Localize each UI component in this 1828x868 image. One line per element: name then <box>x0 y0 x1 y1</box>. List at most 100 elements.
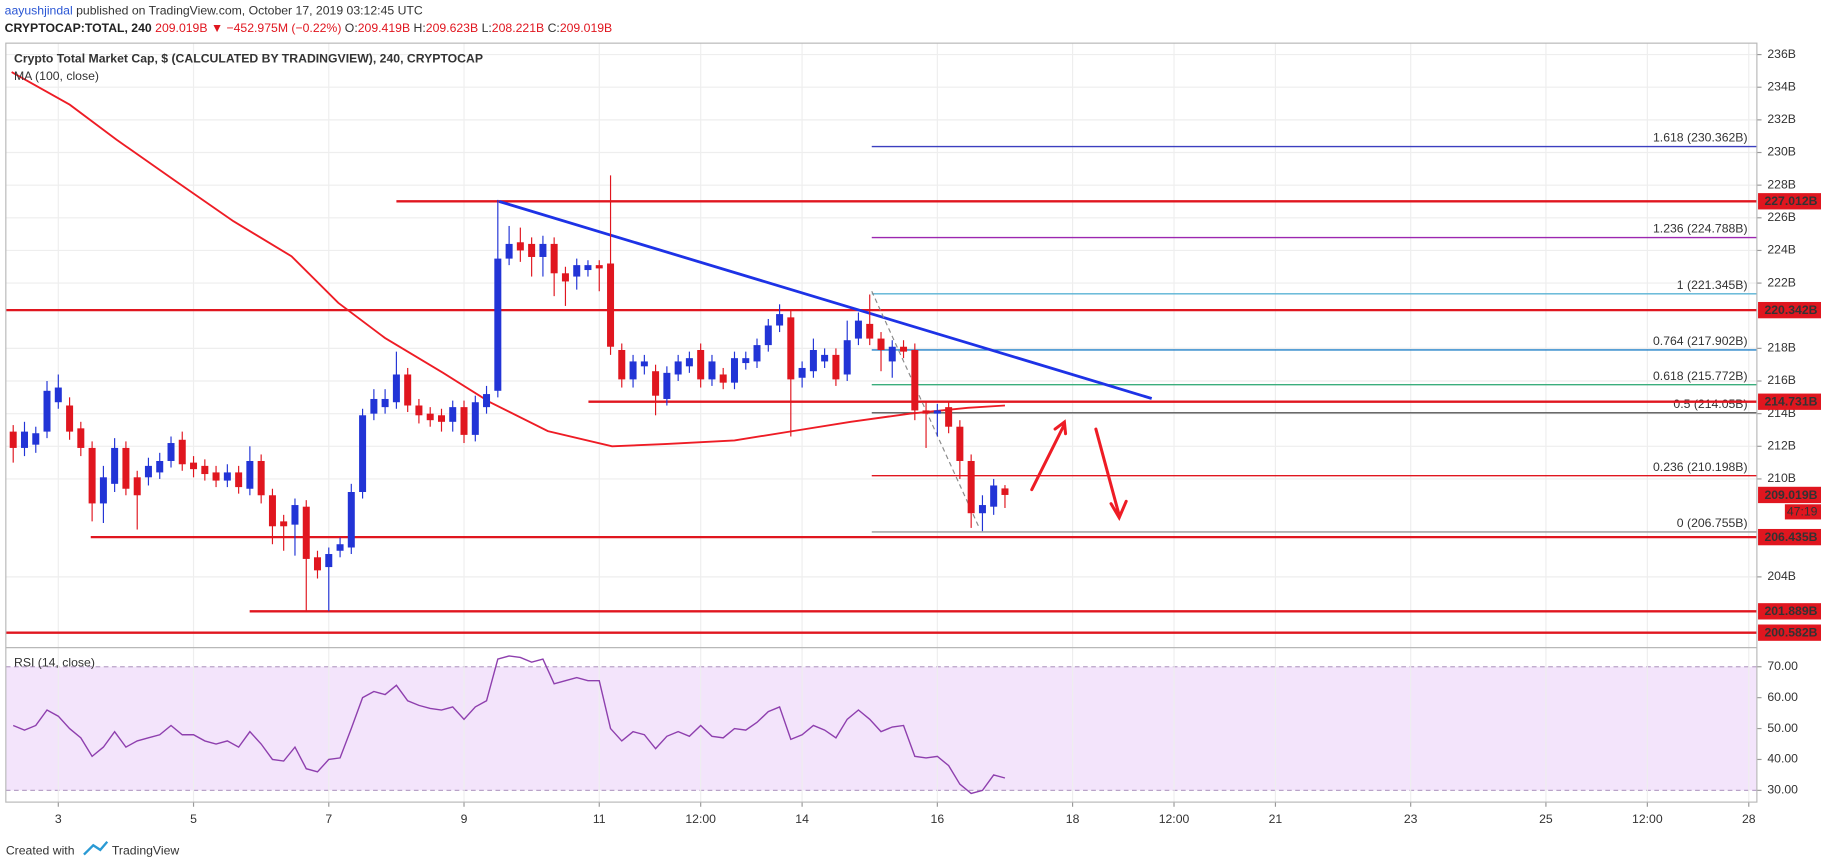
x-tick-label: 14 <box>795 812 809 826</box>
countdown-label: 47:19 <box>1787 505 1818 519</box>
x-tick-label: 12:00 <box>685 812 716 826</box>
footer-created: Created with <box>6 843 75 857</box>
y-tick-label: 218B <box>1767 341 1796 355</box>
candle-body <box>359 415 367 492</box>
ohlc-key: C: <box>548 21 560 35</box>
fib-label: 0.236 (210.198B) <box>1653 460 1748 474</box>
symbol: CRYPTOCAP:TOTAL, 240 <box>5 21 152 35</box>
x-tick-label: 16 <box>931 812 945 826</box>
level-label: 200.582B <box>1764 625 1817 639</box>
candle-body <box>370 398 378 414</box>
arrow-down <box>1094 427 1128 522</box>
candle-body <box>652 371 660 396</box>
ohlc-key: L: <box>482 21 492 35</box>
level-label-box <box>1758 528 1822 546</box>
ohlc-value: 209.623B <box>426 21 478 35</box>
candle-body <box>167 443 175 461</box>
ohlc-key: O: <box>345 21 358 35</box>
candle-body <box>539 243 547 257</box>
level-label-box <box>1758 393 1822 410</box>
candle-body <box>573 265 581 277</box>
candle-body <box>122 447 130 489</box>
fib-label: 0.5 (214.05B) <box>1673 397 1747 411</box>
candle-body <box>201 465 209 475</box>
candle-body <box>922 410 930 414</box>
x-tick-label: 11 <box>593 812 606 826</box>
candle-body <box>900 346 908 352</box>
y-tick-label: 40.00 <box>1767 752 1798 766</box>
candle-body <box>730 358 738 383</box>
candle-body <box>708 361 716 380</box>
candle-body <box>460 407 468 435</box>
candle-body <box>832 354 840 380</box>
candle-body <box>88 447 96 504</box>
y-tick-label: 210B <box>1767 471 1796 485</box>
candle-body <box>967 460 975 514</box>
fib-label: 0.618 (215.772B) <box>1653 369 1748 383</box>
candle-body <box>505 243 513 259</box>
y-tick-label: 224B <box>1767 243 1796 257</box>
footer-brand[interactable]: TradingView <box>112 843 179 857</box>
candle-body <box>325 554 333 568</box>
candle-body <box>854 320 862 339</box>
candle-body <box>437 415 445 422</box>
fib-label: 0.764 (217.902B) <box>1653 334 1748 348</box>
ohlc-value: 208.221B <box>492 21 544 35</box>
y-tick-label: 230B <box>1767 145 1796 159</box>
y-tick-label: 232B <box>1767 112 1796 126</box>
level-label-box <box>1758 624 1822 641</box>
rsi-band <box>5 666 1757 791</box>
level-label: 201.889B <box>1764 604 1817 618</box>
plot: 3 5 7 9 11 12:00 14 16 18 12:00 21 23 25 12:00 28 236B 2… <box>5 43 1798 826</box>
candle-body <box>640 361 648 367</box>
y-tick-label: 50.00 <box>1767 721 1798 735</box>
author[interactable]: aayushjindal <box>5 4 73 18</box>
candle-body <box>978 505 986 514</box>
x-tick-label: 23 <box>1404 812 1418 826</box>
candle-body <box>291 505 299 525</box>
change: ▼ −452.975M (−0.22%) <box>211 21 341 35</box>
candle-body <box>313 557 321 571</box>
candle-body <box>347 491 355 548</box>
candle-body <box>280 521 288 527</box>
candle-body <box>877 338 885 351</box>
fib-label: 0 (206.755B) <box>1677 516 1748 530</box>
fib-label: 1.618 (230.362B) <box>1653 131 1748 145</box>
level-label: 220.342B <box>1764 303 1817 317</box>
candle-body <box>742 358 750 364</box>
candle-body <box>43 390 51 432</box>
level-label: 214.731B <box>1764 395 1817 409</box>
indicator-label: MA (100, close) <box>14 69 99 83</box>
y-tick-label: 228B <box>1767 177 1796 191</box>
arrow-up <box>1030 419 1068 492</box>
x-tick-label: 18 <box>1066 812 1080 826</box>
rsi-title: RSI (14, close) <box>14 656 95 670</box>
candle-body <box>550 243 558 274</box>
candle-body <box>257 460 265 496</box>
y-tick-label: 212B <box>1767 439 1796 453</box>
candle-body <box>133 477 141 496</box>
y-tick-label: 236B <box>1767 47 1796 61</box>
candle-body <box>392 374 400 403</box>
price: 209.019B <box>155 21 207 35</box>
candle-body <box>111 447 119 484</box>
x-tick-label: 21 <box>1269 812 1283 826</box>
candle-body <box>933 410 941 414</box>
level-label-box <box>1758 193 1822 210</box>
candle-body <box>212 472 220 481</box>
candle-body <box>629 361 637 380</box>
y-tick-label: 204B <box>1767 569 1796 583</box>
candle-body <box>99 477 107 504</box>
candle-body <box>674 361 682 375</box>
x-tick-label: 12:00 <box>1632 812 1663 826</box>
candle-body <box>595 265 603 269</box>
candle-body <box>809 350 817 372</box>
candle-body <box>336 544 344 551</box>
x-tick-label: 9 <box>461 812 468 826</box>
last-price-label: 209.019B <box>1764 488 1817 502</box>
plot-frame <box>5 42 1758 803</box>
ohlc-value: 209.419B <box>358 21 410 35</box>
rsi-line <box>12 655 1006 795</box>
x-tick-label: 3 <box>55 812 62 826</box>
